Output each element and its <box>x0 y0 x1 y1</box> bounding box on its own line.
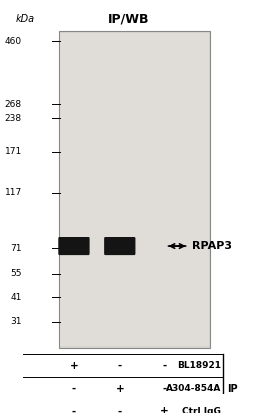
Text: 41: 41 <box>10 293 22 302</box>
Text: -: - <box>162 384 166 394</box>
Bar <box>60 33 209 347</box>
Text: 117: 117 <box>5 188 22 197</box>
FancyBboxPatch shape <box>104 237 135 255</box>
Bar <box>59 31 210 349</box>
Text: kDa: kDa <box>15 14 35 24</box>
Text: 238: 238 <box>5 114 22 123</box>
Text: 31: 31 <box>10 317 22 326</box>
Text: -: - <box>118 406 122 413</box>
Text: 460: 460 <box>5 37 22 46</box>
Text: RPAP3: RPAP3 <box>192 241 232 251</box>
Text: 55: 55 <box>10 269 22 278</box>
Text: IP/WB: IP/WB <box>108 13 150 26</box>
Text: BL18921: BL18921 <box>177 361 221 370</box>
Text: +: + <box>160 406 169 413</box>
Text: A304-854A: A304-854A <box>165 384 221 393</box>
Text: -: - <box>72 384 76 394</box>
Text: 171: 171 <box>5 147 22 156</box>
Text: Ctrl IgG: Ctrl IgG <box>182 407 221 413</box>
Text: +: + <box>70 361 78 371</box>
Text: -: - <box>162 361 166 371</box>
Text: 71: 71 <box>10 244 22 252</box>
Text: IP: IP <box>227 384 238 394</box>
Text: 268: 268 <box>5 100 22 109</box>
Text: -: - <box>118 361 122 371</box>
Text: +: + <box>115 384 124 394</box>
Text: -: - <box>72 406 76 413</box>
FancyBboxPatch shape <box>58 237 90 255</box>
